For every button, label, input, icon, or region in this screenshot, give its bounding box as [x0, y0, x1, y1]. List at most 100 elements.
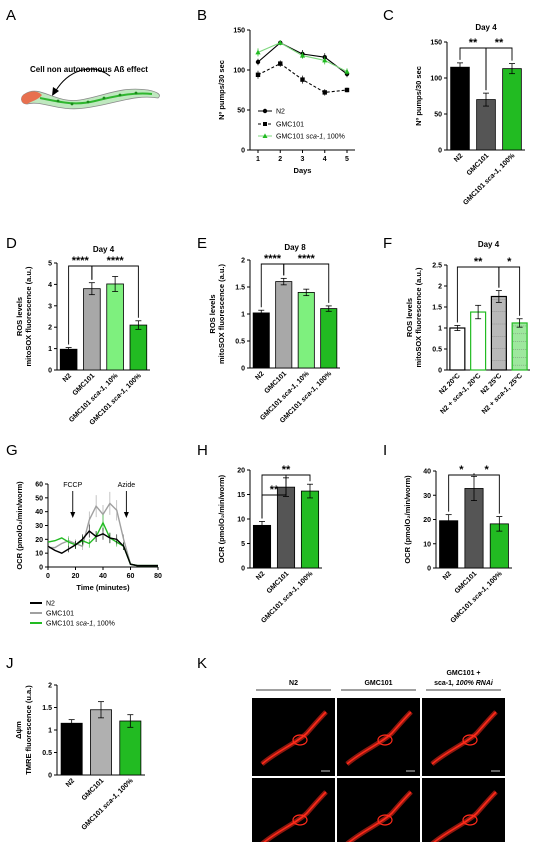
y-tick-label: 0 — [241, 148, 245, 155]
x-tick-label: 80 — [154, 573, 162, 580]
y-tick-label: 10 — [35, 551, 43, 558]
bar — [106, 283, 124, 371]
x-axis-label: Time (minutes) — [76, 583, 130, 592]
x-tick-label: 1 — [256, 156, 260, 163]
bar — [300, 490, 320, 569]
x-tick-label: 20 — [72, 573, 80, 580]
chart-f: 0 0.5 1 1.5 2 2.5 ROS levels mitoSOX fluorescen… — [405, 240, 530, 416]
chart-title: Day 4 — [93, 245, 115, 254]
y-axis-label: ROS levels — [208, 294, 217, 333]
bar — [276, 486, 296, 569]
chart-j: 0 0.5 1 1.5 2 Δψm TMRE fluorescence (u.a.) N2 G… — [14, 683, 145, 832]
panel-letter-g: G — [6, 442, 18, 459]
bar — [129, 324, 148, 371]
y-tick-label: 150 — [233, 28, 245, 35]
data-point — [344, 87, 350, 93]
y-axis-label-2: mitoSOX fluorescence (a.u.) — [24, 266, 33, 367]
x-tick-label: GMC101 sca-1, 100% — [450, 570, 505, 625]
panel-letter-h: H — [197, 442, 208, 459]
worm-pharynx — [377, 734, 393, 746]
x-tick-label: 4 — [323, 156, 327, 163]
y-axis-label: Nº pumps/30 sec — [217, 60, 226, 120]
data-point — [344, 68, 350, 74]
legend-label: N2 — [276, 109, 285, 116]
bar — [320, 308, 338, 369]
x-tick-label: N2 — [65, 777, 76, 788]
worm-pharynx — [292, 734, 308, 746]
y-tick-label: 2 — [438, 284, 442, 291]
chart-e: 0 0.5 1 1.5 2 ROS levels mitoSOX fluorescence … — [208, 243, 340, 425]
x-tick-label: N2 — [255, 570, 266, 581]
worm-fluorescence-core — [346, 711, 412, 765]
worm-fluorescence-core — [431, 711, 497, 765]
significance-label: * — [485, 464, 490, 476]
x-tick-label: 5 — [345, 156, 349, 163]
y-tick-label: 15 — [237, 492, 245, 499]
y-tick-label: 60 — [35, 482, 43, 489]
micrograph — [337, 778, 420, 842]
y-tick-label: 40 — [423, 469, 431, 476]
significance-bracket — [498, 266, 521, 316]
significance-bracket — [261, 474, 311, 519]
data-point — [277, 40, 283, 45]
chart-i: 0 10 20 30 40 OCR (pmolO₂/min/worm) N2 GMC101GM… — [403, 464, 512, 625]
y-tick-label: 5 — [48, 261, 52, 268]
y-tick-label: 10 — [423, 541, 431, 548]
y-tick-label: 0.5 — [432, 347, 442, 354]
x-tick-label: N2 + sca-1, 20ºC — [439, 372, 482, 415]
y-tick-label: 20 — [423, 517, 431, 524]
bar — [439, 520, 459, 569]
bar — [275, 281, 293, 369]
y-tick-label: 20 — [35, 537, 43, 544]
significance-label: **** — [298, 253, 316, 265]
x-tick-label: GMC101 sca-1, 100% — [462, 152, 517, 207]
micro-column-label: GMC101 — [364, 680, 392, 687]
x-tick-label: 2 — [278, 156, 282, 163]
annotation-label: FCCP — [63, 482, 82, 489]
bar — [90, 709, 112, 776]
data-point — [300, 77, 305, 82]
worm-pharynx — [462, 814, 478, 826]
data-point — [255, 72, 261, 77]
x-axis-label: Days — [294, 166, 312, 175]
legend-label: GMC101 — [46, 611, 74, 618]
curved-arrow-icon — [54, 68, 111, 93]
y-axis-label: Δψm — [14, 721, 23, 739]
y-tick-label: 0.5 — [42, 750, 52, 757]
y-tick-label: 50 — [434, 112, 442, 119]
significance-label: ** — [469, 37, 478, 49]
y-tick-label: 20 — [237, 468, 245, 475]
bar — [297, 291, 315, 369]
data-point — [322, 90, 327, 95]
legend-label: GMC101 — [276, 122, 304, 129]
y-tick-label: 0 — [241, 366, 245, 373]
y-tick-label: 4 — [48, 282, 52, 289]
significance-label: ** — [282, 464, 291, 476]
bar — [60, 722, 83, 776]
panel-a-illustration: Cell non autonomous Aß effect — [21, 65, 160, 110]
bar — [252, 524, 272, 569]
significance-label: ** — [270, 484, 279, 496]
x-tick-label: GMC101 — [266, 570, 291, 595]
x-tick-label: 40 — [99, 573, 107, 580]
y-tick-label: 150 — [430, 40, 442, 47]
data-point — [255, 49, 261, 55]
arrowhead-icon — [52, 87, 59, 96]
data-point — [322, 57, 328, 63]
y-tick-label: 0 — [39, 565, 43, 572]
significance-bracket — [91, 265, 139, 318]
y-tick-label: 2 — [48, 683, 52, 690]
bar — [476, 99, 496, 151]
y-tick-label: 30 — [423, 493, 431, 500]
bar — [59, 348, 78, 371]
panel-letter-b: B — [197, 7, 207, 24]
x-tick-label: GMC101 — [454, 570, 479, 595]
x-tick-label: N2 — [453, 152, 464, 163]
y-tick-label: 40 — [35, 509, 43, 516]
y-tick-label: 0 — [438, 368, 442, 375]
worm-pharynx — [377, 814, 393, 826]
significance-label: ** — [474, 256, 483, 268]
bar — [449, 327, 466, 371]
